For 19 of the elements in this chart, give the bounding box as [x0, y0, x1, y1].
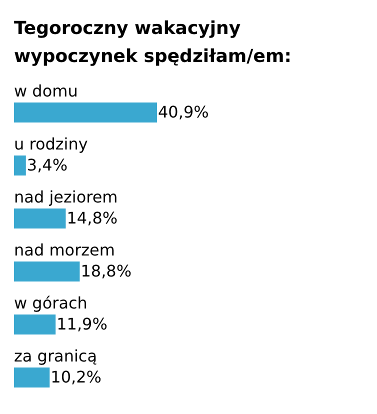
- bar: [14, 102, 157, 122]
- bar: [14, 262, 80, 282]
- y-tick-label: nad jeziorem: [14, 188, 118, 206]
- data-label: 18,8%: [80, 262, 132, 280]
- data-label: 10,2%: [50, 368, 102, 386]
- bar: [14, 368, 50, 388]
- bar: [14, 156, 26, 176]
- data-label: 14,8%: [66, 208, 118, 228]
- chart-title: Tegoroczny wakacyjny wypoczynek spędziłam/em:: [14, 18, 292, 67]
- data-label: 11,9%: [56, 314, 108, 334]
- y-tick-label: w domu: [14, 82, 78, 100]
- y-tick-label: nad morzem: [14, 240, 115, 260]
- y-tick-label: za granicą: [14, 346, 98, 366]
- data-label: 3,4%: [26, 156, 68, 174]
- y-tick-label: u rodziny: [14, 134, 88, 154]
- bar: [14, 208, 66, 228]
- data-label: 40,9%: [158, 102, 209, 122]
- y-tick-label: w górach: [14, 294, 88, 312]
- bar: [14, 314, 56, 334]
